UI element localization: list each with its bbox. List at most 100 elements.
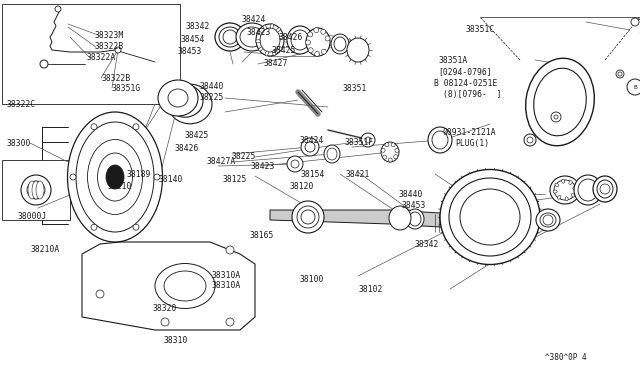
Text: 38310A: 38310A — [211, 281, 241, 290]
Text: 38102: 38102 — [358, 285, 383, 294]
Ellipse shape — [324, 145, 340, 163]
Circle shape — [616, 70, 624, 78]
Ellipse shape — [256, 24, 284, 56]
Ellipse shape — [406, 209, 424, 229]
Circle shape — [115, 47, 121, 53]
Text: (8)[0796-  ]: (8)[0796- ] — [443, 90, 501, 99]
Ellipse shape — [178, 93, 202, 115]
Ellipse shape — [263, 25, 266, 30]
Ellipse shape — [555, 183, 559, 187]
Text: 38000J: 38000J — [18, 212, 47, 221]
Ellipse shape — [460, 189, 520, 245]
Text: 38351A: 38351A — [438, 56, 468, 65]
Text: 38225: 38225 — [232, 153, 256, 161]
Circle shape — [321, 49, 326, 54]
Ellipse shape — [347, 38, 369, 62]
Ellipse shape — [164, 271, 206, 301]
Text: 38423: 38423 — [246, 28, 271, 37]
Ellipse shape — [578, 179, 598, 201]
Ellipse shape — [562, 179, 564, 183]
Text: 38453: 38453 — [402, 201, 426, 210]
Text: [0294-0796]: [0294-0796] — [438, 67, 492, 76]
Circle shape — [305, 40, 310, 45]
Ellipse shape — [270, 24, 273, 29]
Ellipse shape — [525, 58, 595, 146]
Ellipse shape — [176, 93, 194, 109]
Circle shape — [70, 174, 76, 180]
Text: B: B — [633, 84, 637, 90]
Text: 38427: 38427 — [264, 60, 288, 68]
Text: 38310A: 38310A — [211, 271, 241, 280]
Text: 38351G: 38351G — [112, 84, 141, 93]
Ellipse shape — [219, 27, 241, 47]
Ellipse shape — [306, 28, 330, 56]
Text: 38320: 38320 — [152, 304, 177, 312]
Ellipse shape — [168, 89, 188, 107]
Ellipse shape — [167, 85, 203, 117]
Ellipse shape — [276, 28, 280, 32]
Ellipse shape — [259, 47, 263, 51]
Bar — [2, 4, 180, 104]
Text: B 08124-0251E: B 08124-0251E — [434, 79, 497, 88]
Ellipse shape — [428, 127, 452, 153]
Text: 38140: 38140 — [159, 175, 183, 184]
Text: 38351C: 38351C — [466, 25, 495, 33]
Circle shape — [133, 124, 139, 130]
Bar — [2, 160, 70, 220]
Text: 38300: 38300 — [6, 139, 31, 148]
Text: 38322B: 38322B — [95, 42, 124, 51]
Ellipse shape — [432, 131, 448, 149]
Ellipse shape — [76, 122, 154, 232]
Text: 38427A: 38427A — [206, 157, 236, 166]
Ellipse shape — [260, 28, 280, 52]
Circle shape — [618, 72, 622, 76]
Ellipse shape — [331, 34, 349, 54]
Text: 38425: 38425 — [184, 131, 209, 140]
Ellipse shape — [569, 181, 572, 185]
Circle shape — [315, 51, 319, 57]
Circle shape — [395, 148, 399, 153]
Circle shape — [325, 36, 330, 41]
Ellipse shape — [67, 112, 163, 242]
Circle shape — [321, 29, 326, 34]
Circle shape — [314, 28, 319, 33]
Ellipse shape — [534, 68, 586, 136]
Ellipse shape — [574, 175, 602, 205]
Ellipse shape — [158, 80, 198, 116]
Ellipse shape — [28, 181, 36, 199]
Text: 38423: 38423 — [251, 162, 275, 171]
Text: 38210A: 38210A — [31, 245, 60, 254]
Ellipse shape — [215, 23, 245, 51]
Text: 38424: 38424 — [242, 15, 266, 24]
Circle shape — [365, 137, 371, 143]
Ellipse shape — [565, 197, 568, 201]
Circle shape — [631, 18, 639, 26]
Ellipse shape — [287, 26, 313, 54]
Circle shape — [600, 184, 610, 194]
Text: 38120: 38120 — [289, 182, 314, 191]
Circle shape — [154, 174, 160, 180]
Text: 38210: 38210 — [108, 182, 132, 191]
Text: 38453: 38453 — [178, 47, 202, 56]
Circle shape — [554, 115, 558, 119]
Text: 38165: 38165 — [250, 231, 274, 240]
Text: 38225: 38225 — [200, 93, 224, 102]
Text: 38322B: 38322B — [101, 74, 131, 83]
Circle shape — [388, 158, 392, 162]
Text: 38351: 38351 — [342, 84, 367, 93]
Text: 38100: 38100 — [300, 275, 324, 284]
Ellipse shape — [278, 46, 282, 50]
Ellipse shape — [409, 212, 421, 226]
Text: 38351F: 38351F — [344, 138, 374, 147]
Circle shape — [91, 224, 97, 230]
Circle shape — [291, 160, 299, 168]
Circle shape — [308, 32, 313, 37]
Text: 38421: 38421 — [346, 170, 370, 179]
Ellipse shape — [255, 40, 260, 43]
Ellipse shape — [240, 27, 264, 47]
Circle shape — [381, 148, 385, 152]
Ellipse shape — [554, 180, 576, 200]
Circle shape — [133, 224, 139, 230]
Circle shape — [55, 6, 61, 12]
Text: 38424: 38424 — [300, 136, 324, 145]
